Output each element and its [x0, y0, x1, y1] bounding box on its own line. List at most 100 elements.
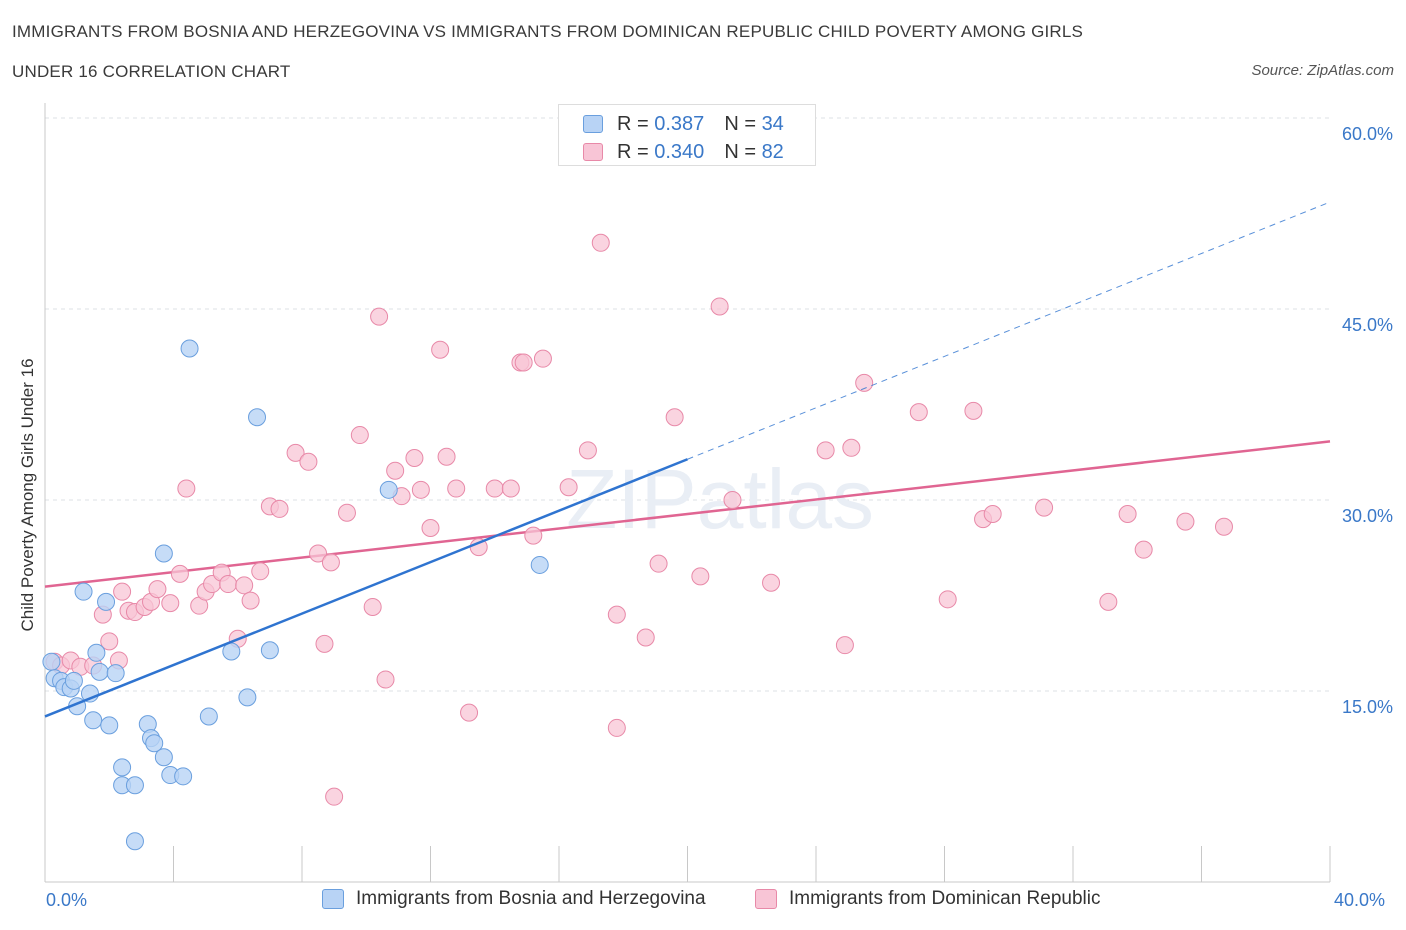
data-point-bosnia	[154, 748, 173, 767]
data-point-dominican	[762, 573, 781, 592]
data-point-bosnia	[74, 582, 93, 601]
data-point-bosnia	[199, 707, 218, 726]
y-tick-label: 30.0%	[1342, 506, 1393, 526]
data-point-bosnia	[248, 408, 267, 427]
data-point-bosnia	[154, 544, 173, 563]
data-point-dominican	[607, 718, 626, 737]
data-point-bosnia	[64, 671, 83, 690]
data-point-bosnia	[87, 643, 106, 662]
data-point-dominican	[309, 544, 328, 563]
data-point-bosnia	[90, 662, 109, 681]
data-point-dominican	[964, 401, 983, 420]
data-point-dominican	[1099, 592, 1118, 611]
data-point-dominican	[1035, 498, 1054, 517]
data-point-dominican	[1134, 540, 1153, 559]
y-tick-label: 60.0%	[1342, 124, 1393, 144]
trend-line-bosnia	[44, 458, 688, 718]
n-label: N =	[724, 140, 756, 163]
data-point-dominican	[816, 441, 835, 460]
data-point-dominican	[325, 787, 344, 806]
r-label: R =	[617, 112, 649, 135]
data-point-dominican	[437, 447, 456, 466]
data-point-dominican	[842, 438, 861, 457]
legend-item-bosnia[interactable]: Immigrants from Bosnia and Herzegovina	[322, 888, 706, 910]
chart-title-line2: UNDER 16 CORRELATION CHART	[12, 62, 291, 81]
data-point-bosnia	[84, 711, 103, 730]
n-label: N =	[724, 112, 756, 135]
data-point-dominican	[251, 562, 270, 581]
data-point-bosnia	[125, 776, 144, 795]
data-point-dominican	[113, 582, 132, 601]
series-bosnia-points	[42, 339, 549, 851]
data-point-dominican	[983, 505, 1002, 524]
data-point-dominican	[219, 575, 238, 594]
data-point-dominican	[363, 597, 382, 616]
legend-item-dominican[interactable]: Immigrants from Dominican Republic	[755, 888, 1101, 910]
legend-swatch-bosnia	[322, 889, 344, 909]
legend-label-bosnia: Immigrants from Bosnia and Herzegovina	[356, 888, 706, 909]
data-point-dominican	[607, 605, 626, 624]
data-point-dominican	[855, 373, 874, 392]
data-point-dominican	[235, 576, 254, 595]
data-point-dominican	[370, 307, 389, 326]
data-point-dominican	[447, 479, 466, 498]
trend-line-bosnia-extension	[687, 201, 1331, 460]
r-value-dominican: 0.340	[654, 140, 705, 163]
data-point-dominican	[485, 479, 504, 498]
stats-legend: R = 0.387 N = 34 R = 0.340 N = 82	[558, 104, 816, 166]
data-point-dominican	[533, 349, 552, 368]
data-point-dominican	[723, 491, 742, 509]
data-point-dominican	[431, 340, 450, 359]
data-point-dominican	[501, 479, 520, 498]
legend-swatch-dominican	[755, 889, 777, 909]
data-point-dominican	[411, 480, 430, 499]
n-value-dominican: 82	[761, 140, 784, 163]
axes	[44, 103, 1331, 883]
data-point-dominican	[514, 353, 533, 372]
data-point-dominican	[909, 403, 928, 422]
data-point-dominican	[161, 594, 180, 613]
data-point-dominican	[421, 519, 440, 538]
data-point-bosnia	[100, 716, 119, 735]
y-tick-label: 15.0%	[1342, 697, 1393, 717]
data-point-bosnia	[97, 592, 116, 611]
data-point-dominican	[636, 628, 655, 647]
data-point-dominican	[559, 478, 578, 497]
data-point-dominican	[100, 632, 119, 651]
data-point-bosnia	[145, 734, 164, 753]
grid-lines	[45, 117, 1330, 692]
data-point-dominican	[315, 634, 334, 653]
data-point-dominican	[1214, 517, 1233, 536]
data-point-dominican	[405, 448, 424, 467]
data-point-dominican	[241, 591, 260, 610]
y-tick-label: 45.0%	[1342, 315, 1393, 335]
y-axis-label: Child Poverty Among Girls Under 16	[18, 358, 37, 632]
data-point-dominican	[376, 670, 395, 689]
r-label: R =	[617, 140, 649, 163]
data-point-bosnia	[379, 480, 398, 499]
data-point-dominican	[286, 443, 305, 462]
legend-label-dominican: Immigrants from Dominican Republic	[789, 888, 1101, 909]
data-point-dominican	[270, 499, 289, 518]
data-point-bosnia	[238, 688, 257, 707]
data-point-dominican	[386, 461, 405, 480]
data-point-dominican	[710, 297, 729, 316]
data-point-dominican	[1118, 505, 1137, 524]
n-value-bosnia: 34	[761, 112, 784, 135]
data-point-dominican	[1176, 512, 1195, 531]
series-dominican-republic-points	[45, 233, 1233, 806]
r-value-bosnia: 0.387	[654, 112, 705, 135]
x-tick-label-min: 0.0%	[46, 890, 88, 910]
data-point-bosnia	[530, 555, 549, 574]
data-point-bosnia	[113, 758, 132, 777]
data-point-dominican	[649, 554, 668, 573]
data-point-dominican	[691, 567, 710, 586]
data-point-dominican	[665, 408, 684, 427]
stats-row-dominican: R = 0.340 N = 82	[583, 138, 784, 166]
data-point-dominican	[337, 503, 356, 522]
data-point-dominican	[170, 564, 189, 583]
data-point-dominican	[835, 636, 854, 655]
data-point-bosnia	[106, 664, 125, 683]
chart-title: IMMIGRANTS FROM BOSNIA AND HERZEGOVINA V…	[12, 22, 1084, 41]
